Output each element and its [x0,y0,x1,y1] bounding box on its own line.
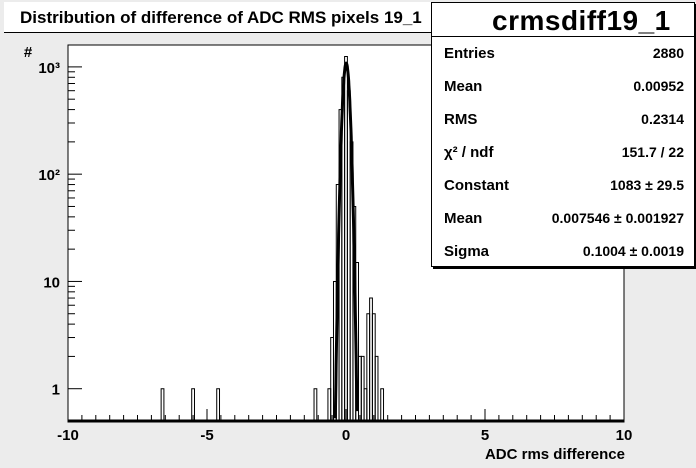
tick-labels: -10 -5 0 5 10 1 10 10² 10³ [38,60,632,444]
stat-label: Constant [444,177,509,194]
x-tick-label: -5 [200,427,213,444]
histogram-bar [191,388,195,421]
y-axis-label: # [24,44,33,61]
x-tick-label: -10 [57,427,79,444]
y-tick-label: 10² [38,167,60,184]
stat-value: 0.1004 ± 0.0019 [582,243,684,259]
chart-title-box: Distribution of difference of ADC RMS pi… [4,2,490,33]
stat-value: 0.00952 [633,78,684,94]
stat-row-sigma: Sigma 0.1004 ± 0.0019 [432,238,694,268]
stat-label: RMS [444,111,478,128]
histogram-bar [313,388,318,421]
stat-row-entries: Entries 2880 [432,40,694,70]
stat-label: χ² / ndf [444,144,494,161]
stat-label: Sigma [444,243,490,260]
stat-value: 0.2314 [641,111,684,127]
histogram-bar [380,388,385,421]
stat-label: Mean [444,210,483,227]
x-tick-label: 5 [481,427,489,444]
stat-row-mean: Mean 0.00952 [432,73,694,103]
stat-row-chi2: χ² / ndf 151.7 / 22 [432,139,694,169]
stat-row-constant: Constant 1083 ± 29.5 [432,172,694,202]
stat-row-rms: RMS 0.2314 [432,106,694,136]
stat-value: 2880 [652,45,684,61]
y-tick-label: 10³ [38,60,60,77]
x-tick-label: 10 [616,427,633,444]
stats-box: crmsdiff19_1 Entries 2880 Mean 0.00952 R… [431,2,695,267]
y-tick-label: 1 [52,382,60,399]
stat-value: 0.007546 ± 0.001927 [551,210,684,226]
x-tick-label: 0 [342,427,350,444]
chart-title: Distribution of difference of ADC RMS pi… [20,8,422,27]
stat-value: 151.7 / 22 [621,144,684,160]
stat-label: Entries [444,45,495,62]
stat-value: 1083 ± 29.5 [610,177,684,193]
histogram-bar [374,355,379,421]
x-axis-label: ADC rms difference [485,446,625,463]
histogram-name: crmsdiff19_1 [492,5,671,36]
histogram-bar [160,388,165,421]
gaussian-fit-curve [333,61,359,419]
stat-row-fit-mean: Mean 0.007546 ± 0.001927 [432,205,694,235]
histogram-bar [216,388,221,421]
stats-divider [432,36,694,37]
y-tick-label: 10 [43,274,60,291]
stat-label: Mean [444,78,483,95]
